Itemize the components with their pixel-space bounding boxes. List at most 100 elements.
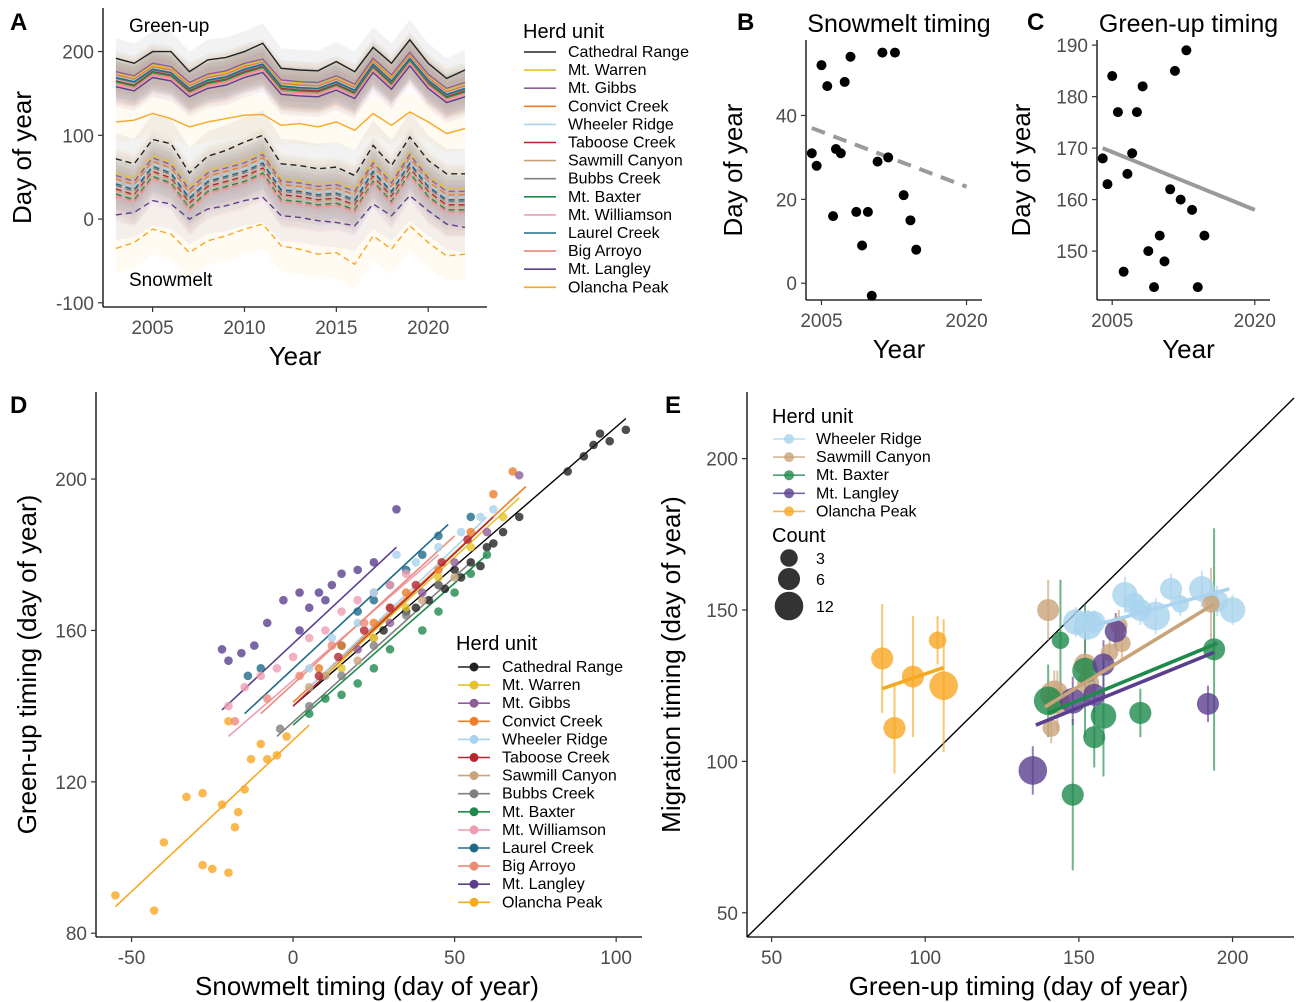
point-olancha-peak	[230, 822, 240, 832]
legend-label-bubbs-creek: Bubbs Creek	[502, 786, 595, 803]
point-mt-langley	[279, 595, 288, 605]
y-tick-label: 100	[62, 126, 94, 147]
panel-c: 2005 2020 150 160 170 180 190 Year Day of year Gr…	[1006, 10, 1278, 364]
point-mt-baxter	[450, 588, 459, 597]
point-bubbs-creek	[401, 610, 411, 620]
data-point	[1199, 230, 1210, 241]
legend-label-laurel-creek: Laurel Creek	[502, 840, 595, 857]
legend-label-mt-gibbs: Mt. Gibbs	[502, 695, 570, 712]
point-sawmill-canyon	[450, 573, 459, 582]
greenup-line-big-arroyo	[115, 61, 466, 101]
data-point	[1131, 107, 1142, 118]
point-mt-langley	[217, 645, 227, 654]
legend-label-mt-baxter: Mt. Baxter	[816, 467, 890, 484]
legend-key-dot-convict-creek	[469, 716, 479, 726]
point-mt-gibbs	[418, 588, 427, 597]
point-cathedral-range	[482, 542, 492, 552]
x-tick-label: 2015	[315, 318, 357, 339]
x-tick-label: 100	[600, 948, 632, 969]
band-cathedral-range	[115, 110, 466, 201]
point-olancha-peak	[256, 739, 266, 749]
point-mt-baxter	[434, 607, 443, 616]
data-point	[1159, 256, 1170, 267]
fit-line-wheeler-ridge	[308, 516, 488, 688]
point-mt-gibbs	[450, 558, 459, 567]
point-olancha-peak	[111, 891, 120, 900]
point-bubbs-creek	[337, 671, 346, 681]
legend-key-dot-wheeler-ridge	[784, 434, 794, 444]
point-olancha-peak	[233, 807, 243, 817]
band-wheeler-ridge	[115, 37, 466, 114]
data-point	[1169, 65, 1180, 76]
point-cathedral-range	[489, 539, 498, 548]
data-point	[862, 206, 873, 217]
greenup-line-mt-gibbs	[115, 51, 466, 90]
x-tick-label: 2020	[1234, 311, 1276, 332]
point-mt-williamson	[240, 682, 249, 692]
point-bubbs-creek	[434, 580, 443, 590]
point-sawmill-canyon	[418, 595, 427, 605]
point-olancha-peak	[217, 800, 227, 809]
band-cathedral-range	[115, 19, 466, 99]
band-mt-baxter	[115, 40, 466, 118]
point-cathedral-range	[498, 527, 508, 537]
legend-label-olancha-peak: Olancha Peak	[816, 503, 918, 520]
panel-a: 2005 2010 2015 2020 -100 0 100 200 Year Day of ye…	[7, 8, 689, 371]
legend-key-dot-mt-warren	[469, 680, 479, 690]
point-olancha-peak	[262, 754, 272, 764]
data-point	[905, 215, 916, 226]
point-bubbs-creek	[304, 701, 314, 711]
point-cathedral-range	[379, 626, 388, 635]
panel-label-c: C	[1027, 9, 1044, 36]
point-mt-warren	[466, 542, 476, 552]
legend-label-mt-baxter: Mt. Baxter	[568, 189, 642, 206]
x-axis-title: Year	[873, 334, 926, 364]
point-cathedral-range	[440, 584, 450, 594]
panel-label-d: D	[10, 392, 27, 419]
data-point	[872, 156, 883, 167]
legend-label-big-arroyo: Big Arroyo	[502, 858, 576, 875]
point-convict-creek	[314, 663, 324, 673]
point-mt-langley	[321, 595, 330, 605]
point-mt-baxter	[1061, 783, 1084, 806]
point-mt-langley	[1196, 692, 1219, 715]
data-point	[898, 190, 909, 201]
legend-label-mt-langley: Mt. Langley	[568, 261, 651, 278]
point-convict-creek	[489, 489, 498, 499]
point-olancha-peak	[149, 906, 159, 915]
point-olancha-peak	[224, 716, 233, 726]
data-point	[822, 81, 833, 92]
point-cathedral-range	[514, 512, 524, 522]
size-legend-key	[780, 549, 798, 567]
y-tick-label: 150	[1056, 242, 1088, 263]
point-big-arroyo	[359, 618, 369, 628]
legend-label-sawmill-canyon: Sawmill Canyon	[502, 768, 617, 785]
point-mt-gibbs	[482, 527, 492, 537]
reference-line	[746, 397, 1295, 938]
panel-label-e: E	[665, 392, 681, 419]
point-mt-langley	[392, 505, 401, 514]
panel-e: 50 100 150 200 50 100 150 200 Green-up timing (d…	[656, 392, 1295, 1001]
data-point	[816, 60, 827, 71]
reference-line	[292, 417, 627, 707]
greenup-line-laurel-creek	[115, 57, 466, 96]
size-legend-key	[777, 567, 801, 591]
legend-key-dot-mt-williamson	[469, 825, 479, 835]
point-cathedral-range	[466, 558, 476, 567]
legend-key-dot-olancha-peak	[784, 506, 794, 517]
y-tick-label: 20	[776, 190, 797, 211]
y-tick-label: 170	[1056, 139, 1088, 160]
snowmelt-line-mt-baxter	[115, 171, 465, 211]
legend-label-bubbs-creek: Bubbs Creek	[568, 171, 661, 188]
band-taboose-creek	[115, 39, 466, 117]
point-olancha-peak	[240, 785, 249, 794]
y-tick-label: 200	[55, 470, 87, 491]
point-laurel-creek	[434, 531, 443, 541]
greenup-annotation: Green-up	[129, 16, 209, 37]
point-taboose-creek	[359, 626, 369, 635]
point-mt-langley	[295, 626, 304, 635]
legend-key-dot-sawmill-canyon	[784, 452, 794, 463]
fit-line-olancha-peak	[881, 665, 945, 691]
point-cathedral-range	[595, 429, 605, 438]
legend-label-mt-warren: Mt. Warren	[568, 62, 647, 79]
